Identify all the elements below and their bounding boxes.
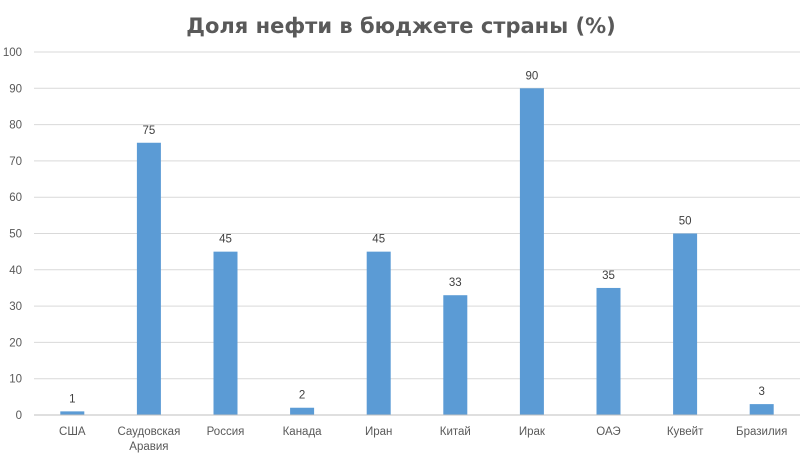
x-axis-categories: США Саудовская Аравия Россия Канада Иран Китай… (59, 426, 787, 453)
y-axis-ticks: 0 10 20 30 40 50 60 70 80 90 100 (3, 47, 22, 422)
bar (290, 407, 315, 415)
data-label: 50 (679, 216, 692, 228)
y-tick-label: 100 (3, 47, 22, 59)
y-tick-label: 10 (9, 374, 22, 386)
bars (60, 88, 774, 416)
data-label: 33 (449, 277, 462, 289)
data-label: 75 (143, 125, 156, 137)
category-label: Иран (365, 426, 392, 438)
y-tick-label: 0 (16, 410, 22, 422)
category-label: Кувейт (667, 426, 704, 438)
category-label: Россия (207, 426, 245, 438)
bar (519, 88, 544, 416)
y-tick-label: 20 (9, 337, 22, 349)
bar (60, 411, 85, 415)
y-tick-label: 50 (9, 229, 22, 241)
chart-title: Доля нефти в бюджете страны (%) (186, 14, 615, 38)
y-tick-label: 40 (9, 265, 22, 277)
bar (366, 251, 391, 415)
bar (596, 287, 621, 415)
data-label: 3 (758, 386, 764, 398)
y-tick-label: 30 (9, 301, 22, 313)
category-label: Бразилия (736, 426, 787, 438)
category-label: ОАЭ (596, 426, 620, 438)
bar (136, 142, 161, 415)
bar (673, 233, 698, 415)
data-label: 2 (299, 390, 305, 402)
category-label: Канада (283, 426, 323, 438)
data-label: 1 (69, 393, 75, 405)
data-label: 45 (372, 234, 385, 246)
category-label: Китай (440, 426, 471, 438)
bar (749, 404, 774, 415)
y-tick-label: 60 (9, 192, 22, 204)
category-label: США (59, 426, 86, 438)
bar (443, 295, 468, 415)
category-label: Ирак (519, 426, 546, 438)
data-label: 90 (526, 70, 539, 82)
category-label: Саудовская Аравия (117, 426, 180, 453)
data-label: 45 (219, 234, 232, 246)
gridlines (34, 51, 800, 380)
y-tick-label: 80 (9, 120, 22, 132)
bar (213, 251, 238, 415)
data-label: 35 (602, 270, 615, 282)
data-labels: 1 75 45 2 45 33 90 35 50 3 (69, 70, 765, 405)
y-tick-label: 90 (9, 83, 22, 95)
y-tick-label: 70 (9, 156, 22, 168)
